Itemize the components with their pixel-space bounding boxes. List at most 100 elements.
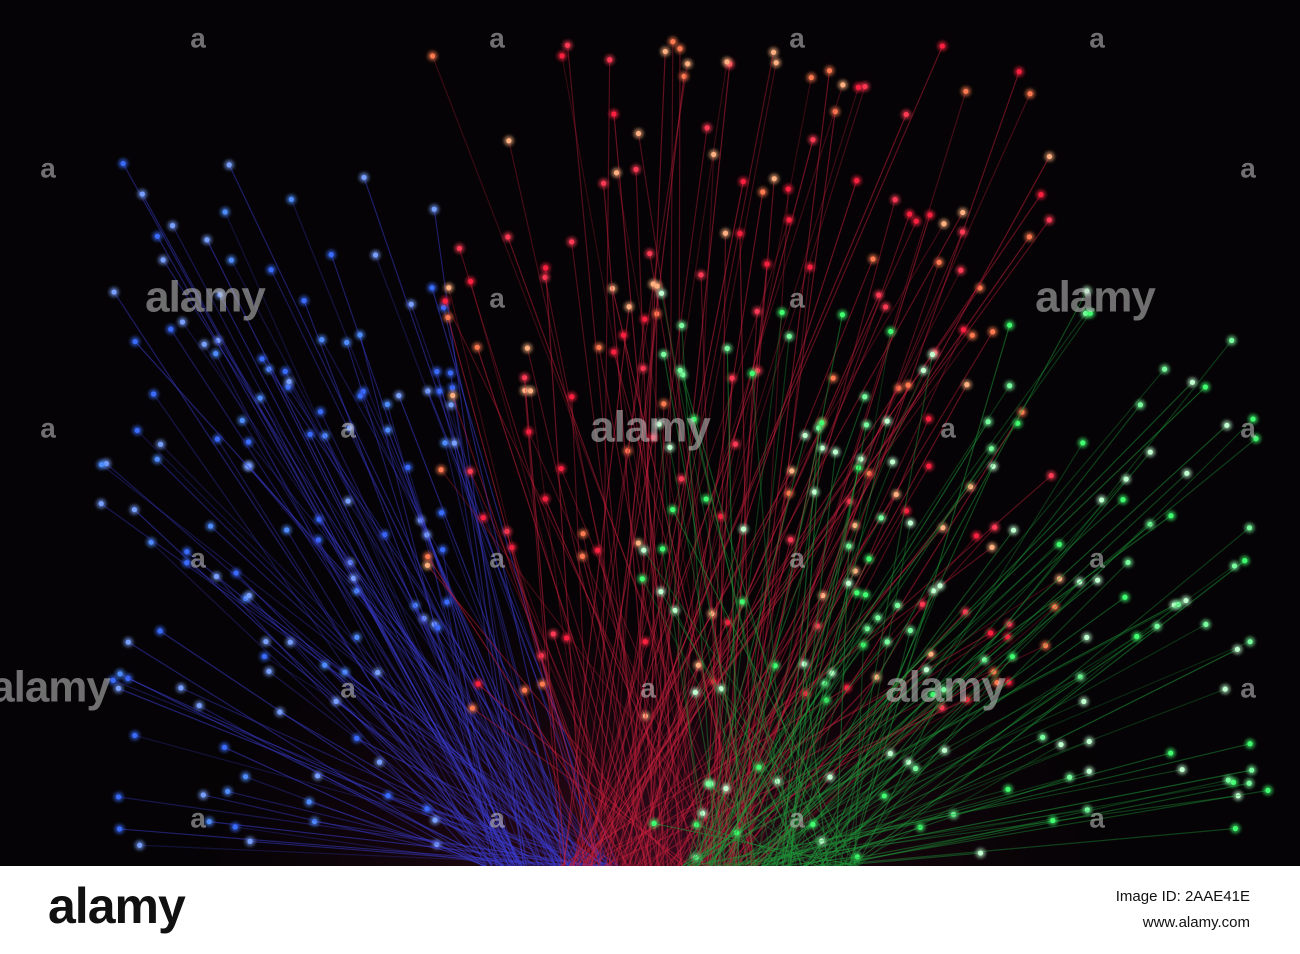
- watermark-letter: a: [190, 542, 206, 573]
- fiber: [707, 539, 792, 867]
- fiber-tip: [214, 436, 221, 442]
- fiber: [170, 328, 523, 867]
- fiber-tip: [506, 138, 512, 144]
- fiber-tip: [740, 526, 747, 532]
- fiber-tip: [505, 234, 511, 240]
- fiber: [506, 531, 590, 867]
- fiber: [705, 386, 1206, 867]
- fiber-tip: [425, 388, 431, 394]
- fiber-tip: [1168, 513, 1174, 519]
- fiber: [431, 287, 603, 867]
- fiber-tip: [1265, 787, 1271, 794]
- fiber: [803, 418, 1254, 867]
- fiber-tip: [306, 799, 312, 805]
- fiber: [694, 231, 964, 867]
- fiber-tip: [1231, 563, 1238, 569]
- fiber: [432, 55, 745, 867]
- fiber: [704, 516, 722, 867]
- fiber-tip: [1016, 69, 1022, 75]
- fiber: [427, 390, 619, 867]
- fiber-tip: [444, 599, 450, 605]
- watermark-letter: a: [1240, 152, 1256, 183]
- fiber: [159, 630, 512, 867]
- fiber: [781, 427, 820, 867]
- fiber: [219, 294, 518, 867]
- fiber: [444, 442, 549, 867]
- fiber-tip: [564, 42, 571, 48]
- fiber: [450, 404, 556, 867]
- fiber: [823, 768, 917, 867]
- image-id: Image ID: 2AAE41E: [1116, 888, 1250, 905]
- fiber-tip: [178, 685, 184, 691]
- fiber: [658, 403, 665, 867]
- fiber-tip: [611, 349, 617, 355]
- fiber: [669, 447, 750, 867]
- fiber: [726, 214, 931, 867]
- fiber-tip: [876, 292, 882, 298]
- fiber-tip: [351, 575, 357, 581]
- fiber: [587, 45, 943, 867]
- fiber-tip: [888, 328, 894, 335]
- fiber-tip: [692, 689, 698, 695]
- fiber-tip: [1038, 191, 1044, 198]
- fiber-tip: [98, 501, 104, 507]
- fiber: [729, 262, 940, 867]
- fiber-tip: [1048, 472, 1054, 479]
- fiber: [118, 796, 605, 867]
- fiber: [710, 783, 778, 867]
- fiber: [783, 592, 858, 867]
- fiber: [763, 636, 1138, 867]
- fiber-tip: [550, 631, 556, 637]
- fiber: [683, 313, 1087, 867]
- fiber: [834, 546, 850, 867]
- fiber: [248, 465, 593, 867]
- fiber-tip: [1232, 825, 1238, 832]
- fiber: [706, 263, 768, 867]
- fiber: [186, 562, 619, 867]
- fiber-tip: [261, 653, 268, 660]
- fiber-tip: [895, 602, 901, 609]
- fiber: [605, 61, 728, 867]
- fiber-tip: [569, 394, 575, 400]
- fiber-tip: [131, 507, 138, 513]
- fiber: [836, 779, 1229, 867]
- fiber: [856, 689, 945, 867]
- fiber: [150, 541, 495, 867]
- fiber: [738, 579, 1099, 867]
- fiber: [153, 393, 486, 867]
- fiber: [526, 348, 652, 867]
- fiber: [734, 823, 814, 867]
- fiber-tip: [670, 38, 676, 45]
- fiber-tip: [1084, 634, 1090, 641]
- fiber: [544, 498, 705, 867]
- fiber-tip: [475, 681, 481, 687]
- fiber: [609, 664, 699, 867]
- fiber-tip: [424, 806, 430, 812]
- fiber: [172, 225, 516, 867]
- fiber-tip: [228, 257, 234, 263]
- fiber-tip: [277, 709, 283, 715]
- fiber: [821, 827, 1236, 867]
- fiber-tip: [760, 189, 766, 195]
- fiber: [279, 711, 546, 867]
- fiber: [782, 856, 858, 867]
- fiber: [611, 578, 1060, 867]
- fiber-tip: [710, 678, 716, 684]
- fiber-tip: [815, 623, 821, 629]
- fiber-tip: [846, 543, 852, 549]
- fiber-tip: [650, 434, 656, 440]
- fiber-tip: [963, 88, 969, 94]
- fiber-tip: [342, 669, 348, 675]
- fiber-tip: [679, 322, 685, 329]
- fiber-tip: [896, 385, 902, 391]
- fiber: [571, 241, 651, 867]
- fiber: [309, 434, 521, 867]
- fiber-tip: [639, 576, 645, 582]
- fiber-tip: [881, 793, 887, 799]
- fiber-tip: [480, 515, 486, 521]
- fiber: [761, 529, 1015, 867]
- fiber-tip: [1046, 217, 1052, 223]
- fiber: [608, 181, 744, 867]
- fiber: [810, 466, 994, 867]
- fiber-tip: [818, 838, 825, 844]
